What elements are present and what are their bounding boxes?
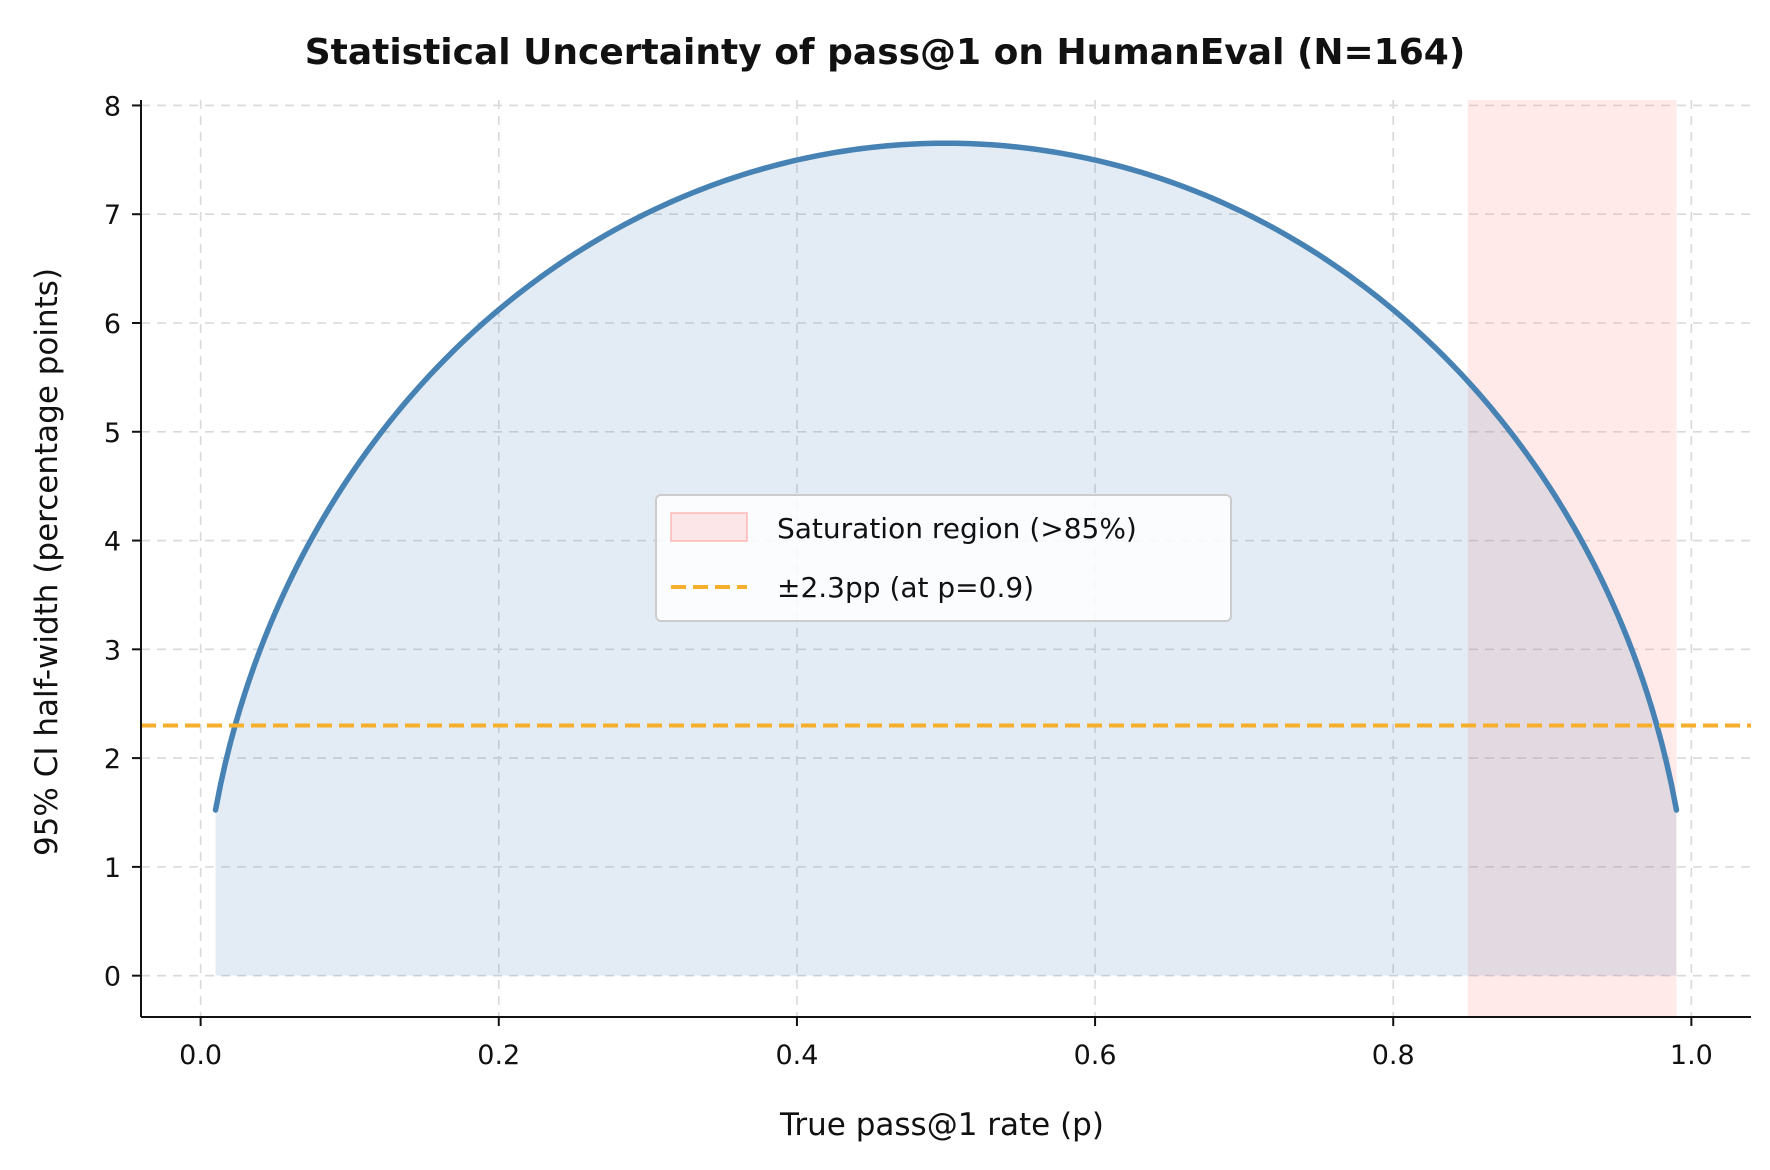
- x-tick-label: 0.4: [775, 1040, 818, 1071]
- y-tick-label: 3: [104, 635, 121, 666]
- ci-halfwidth-curve: [212, 140, 1680, 813]
- axes: [140, 100, 1751, 1018]
- x-tick-label: 0.0: [179, 1040, 222, 1071]
- legend-label-reference: ±2.3pp (at p=0.9): [777, 571, 1034, 604]
- y-tick-label: 7: [104, 200, 121, 231]
- y-tick-label: 2: [104, 744, 121, 775]
- legend-swatch-saturation: [670, 512, 748, 542]
- x-tick-label: 0.8: [1372, 1040, 1415, 1071]
- x-tick-label: 0.6: [1074, 1040, 1117, 1071]
- y-tick-label: 6: [104, 309, 121, 340]
- y-tick-label: 1: [104, 853, 121, 884]
- y-ticks: 0 1 2 3 4 5 6 7 8: [104, 91, 141, 993]
- y-tick-label: 8: [104, 91, 121, 122]
- x-tick-label: 0.2: [477, 1040, 520, 1071]
- legend: Saturation region (>85%) ±2.3pp (at p=0.…: [655, 494, 1232, 622]
- legend-label-saturation: Saturation region (>85%): [777, 512, 1137, 545]
- x-axis-label: True pass@1 rate (p): [779, 1107, 1104, 1143]
- chart-title: Statistical Uncertainty of pass@1 on Hum…: [305, 32, 1466, 73]
- saturation-region: [1467, 100, 1677, 1017]
- y-axis-label: 95% CI half-width (percentage points): [29, 268, 65, 856]
- y-tick-label: 5: [104, 418, 121, 449]
- legend-box: [655, 494, 1232, 622]
- x-ticks: 0.0 0.2 0.4 0.6 0.8 1.0: [179, 1017, 1713, 1071]
- y-tick-label: 4: [104, 527, 121, 558]
- x-tick-label: 1.0: [1670, 1040, 1713, 1071]
- y-tick-label: 0: [104, 962, 121, 993]
